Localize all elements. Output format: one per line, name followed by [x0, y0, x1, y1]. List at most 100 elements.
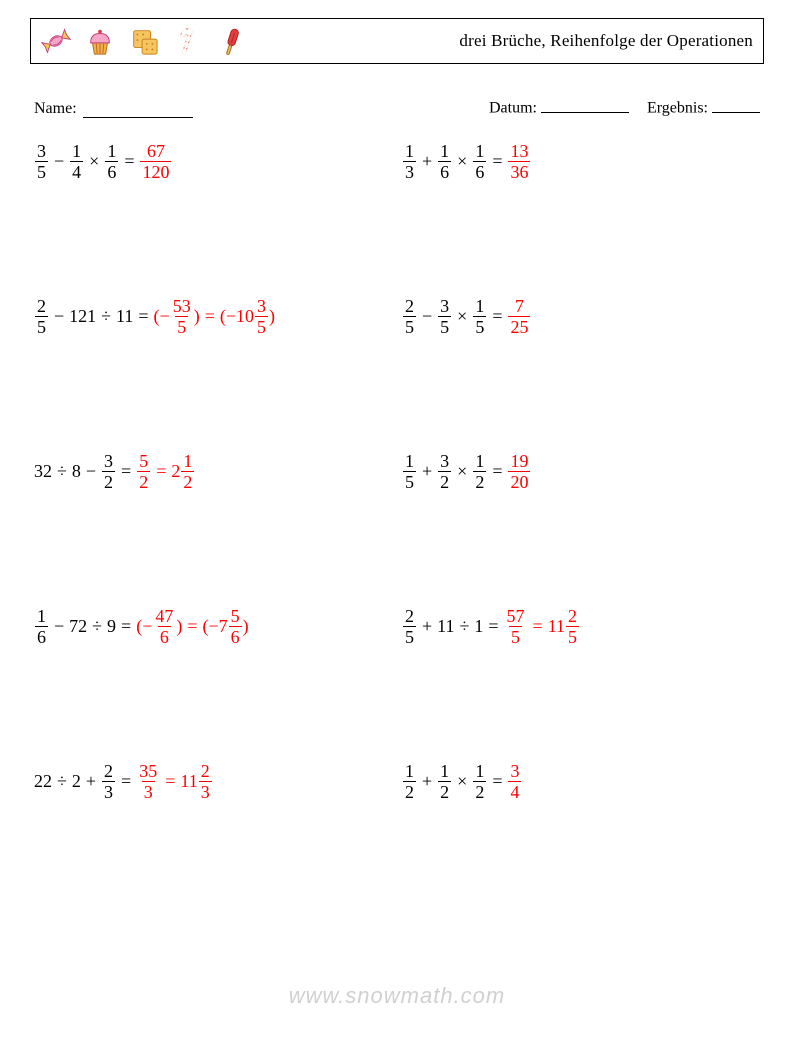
fraction: 35	[438, 297, 451, 336]
operator: +	[422, 771, 432, 792]
header-icons	[41, 26, 247, 56]
problem: 25−35×15=725	[402, 297, 760, 336]
fraction: 15	[403, 452, 416, 491]
equals: =	[205, 306, 215, 327]
operator: ×	[457, 771, 467, 792]
number: 2	[72, 771, 81, 792]
operator: +	[422, 151, 432, 172]
equals: =	[121, 616, 131, 637]
answer: 1920	[507, 452, 531, 491]
result-label: Ergebnis:	[647, 100, 708, 117]
equals: =	[138, 306, 148, 327]
fraction: 35	[35, 142, 48, 181]
problem: 13+16×16=1336	[402, 142, 760, 181]
equals: =	[124, 151, 134, 172]
number: (−	[136, 616, 152, 637]
fraction: 25	[35, 297, 48, 336]
fraction: 25	[566, 607, 579, 646]
number: 8	[72, 461, 81, 482]
answer: 725	[507, 297, 531, 336]
fraction: 14	[70, 142, 83, 181]
operator: +	[422, 461, 432, 482]
number: (−10	[220, 306, 254, 327]
answer: (−476)=(−756)	[136, 607, 248, 646]
equals: =	[165, 771, 175, 792]
number: (−7	[203, 616, 228, 637]
operator: ÷	[101, 306, 111, 327]
operator: +	[86, 771, 96, 792]
fraction: 32	[102, 452, 115, 491]
fraction: 16	[438, 142, 451, 181]
number: )	[269, 306, 275, 327]
fraction: 535	[171, 297, 193, 336]
result-blank[interactable]	[712, 94, 760, 113]
problem: 35−14×16=67120	[34, 142, 392, 181]
fraction: 353	[137, 762, 159, 801]
operator: −	[54, 151, 64, 172]
fraction: 15	[473, 297, 486, 336]
fraction: 25	[403, 297, 416, 336]
fraction: 32	[438, 452, 451, 491]
fraction: 1336	[508, 142, 530, 181]
number: 1	[474, 616, 483, 637]
name-blank[interactable]	[83, 99, 193, 118]
number: 2	[171, 461, 180, 482]
operator: +	[422, 616, 432, 637]
cookie-icon	[129, 26, 159, 56]
operator: ×	[457, 306, 467, 327]
fraction: 23	[102, 762, 115, 801]
operator: ÷	[92, 616, 102, 637]
fraction: 13	[403, 142, 416, 181]
answer: 575=1125	[504, 607, 581, 646]
fraction: 12	[473, 762, 486, 801]
fraction: 34	[508, 762, 521, 801]
operator: ÷	[57, 771, 67, 792]
operator: ×	[457, 461, 467, 482]
problem: 16−72÷9=(−476)=(−756)	[34, 607, 392, 646]
fraction: 12	[473, 452, 486, 491]
number: )	[176, 616, 182, 637]
operator: ×	[457, 151, 467, 172]
fraction: 23	[199, 762, 212, 801]
worksheet-title: drei Brüche, Reihenfolge der Operationen	[459, 31, 753, 51]
operator: ×	[89, 151, 99, 172]
fraction: 1920	[508, 452, 530, 491]
operator: ÷	[57, 461, 67, 482]
fraction: 12	[403, 762, 416, 801]
fraction: 12	[181, 452, 194, 491]
problem: 12 +12 × 12 = 34	[402, 762, 760, 801]
number: 32	[34, 461, 52, 482]
info-row: Name: Datum: Ergebnis:	[30, 94, 764, 118]
equals: =	[187, 616, 197, 637]
equals: =	[533, 616, 543, 637]
answer: 353 =1123	[136, 762, 213, 801]
candy-icon	[41, 26, 71, 56]
fraction: 725	[508, 297, 530, 336]
number: 11	[180, 771, 197, 792]
equals: =	[492, 461, 502, 482]
fraction: 35	[255, 297, 268, 336]
fraction: 12	[438, 762, 451, 801]
problem: 25+11÷1=575=1125	[402, 607, 760, 646]
problem: 22÷2+23 =353 =1123	[34, 762, 392, 801]
operator: −	[54, 306, 64, 327]
answer: 1336	[507, 142, 531, 181]
number: 72	[69, 616, 87, 637]
problem: 15 +32 × 12 = 1920	[402, 452, 760, 491]
number: 22	[34, 771, 52, 792]
date-blank[interactable]	[541, 94, 629, 113]
fraction: 67120	[140, 142, 171, 181]
equals: =	[492, 151, 502, 172]
number: )	[243, 616, 249, 637]
answer: 52 =212	[136, 452, 195, 491]
equals: =	[156, 461, 166, 482]
number: 11	[548, 616, 565, 637]
operator: −	[54, 616, 64, 637]
fraction: 52	[137, 452, 150, 491]
cane-icon	[173, 26, 203, 56]
number: 11	[116, 306, 133, 327]
equals: =	[492, 771, 502, 792]
fraction: 56	[229, 607, 242, 646]
fraction: 25	[403, 607, 416, 646]
number: 11	[437, 616, 454, 637]
